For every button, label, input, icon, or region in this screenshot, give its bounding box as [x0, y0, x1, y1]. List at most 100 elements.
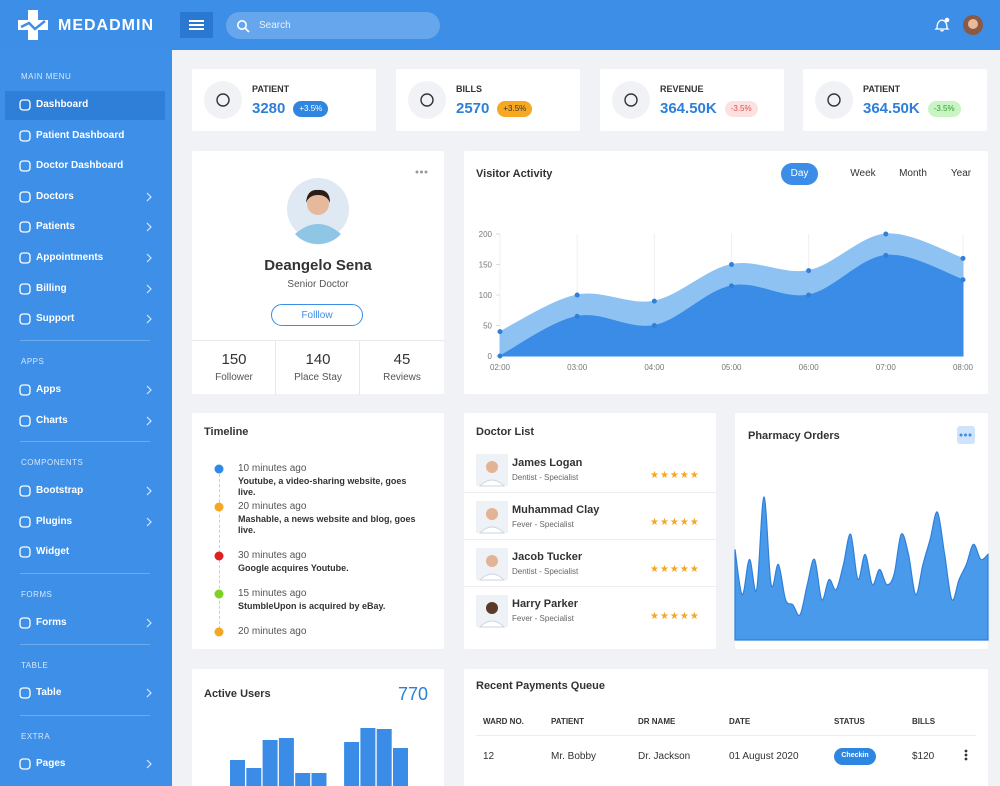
menu-item[interactable]: Patients — [5, 213, 165, 242]
section-title: COMPONENTS — [21, 458, 84, 467]
avatar-coat — [478, 479, 506, 487]
icon-shape — [19, 282, 31, 295]
x-tick-label: 04:00 — [644, 363, 665, 372]
chevron — [146, 759, 152, 769]
menu-label: Doctor Dashboard — [36, 160, 124, 172]
icon-shape — [19, 252, 31, 264]
menu-item[interactable]: Dashboard — [5, 91, 165, 120]
menu-icon — [19, 758, 31, 770]
tab[interactable]: Day — [781, 163, 818, 185]
status-badge[interactable]: Checkin — [834, 748, 876, 765]
doctor-specialty: Fever - Specialist — [512, 520, 574, 529]
bar — [262, 740, 278, 786]
point — [883, 252, 889, 258]
dot — [964, 433, 967, 437]
tab[interactable]: Week — [850, 168, 876, 179]
chevron-path — [146, 688, 152, 698]
menu-item[interactable]: Pages — [5, 750, 165, 779]
icon-glyph — [420, 93, 434, 107]
menu-icon — [19, 617, 31, 629]
menu-item[interactable]: Forms — [5, 609, 165, 638]
doctor-avatar — [476, 501, 508, 534]
dot — [964, 749, 968, 753]
menu-icon — [19, 129, 31, 142]
chevron — [146, 517, 152, 527]
menu-item[interactable]: Charts — [5, 407, 165, 436]
menu-item[interactable]: Apps — [5, 376, 165, 405]
profile-name: Deangelo Sena — [264, 257, 372, 274]
chevron-path — [146, 759, 152, 769]
menu-item[interactable]: Appointments — [5, 244, 165, 273]
doctor-card: Doctor List James Logan Dentist - Speciali… — [464, 413, 716, 649]
menu-line — [189, 20, 204, 22]
avatar-hair — [306, 189, 330, 203]
icon-shape — [19, 515, 31, 528]
dot — [214, 464, 224, 474]
point — [497, 353, 503, 359]
chevron-path — [146, 253, 152, 263]
chevron — [146, 253, 152, 263]
bar — [295, 773, 311, 786]
doctor-specialty: Fever - Specialist — [512, 614, 574, 623]
x-tick-label: 08:00 — [953, 363, 974, 372]
more-icon — [959, 433, 972, 437]
menu-item[interactable]: Patient Dashboard — [5, 122, 165, 151]
chevron — [146, 192, 152, 202]
stat-value: 2570 — [456, 100, 490, 117]
timeline-rail — [219, 469, 220, 634]
menu-item[interactable]: Widget — [5, 538, 165, 567]
menu-item[interactable]: Table — [5, 679, 165, 708]
point — [960, 277, 966, 283]
timeline-card: Timeline 10 minutes ago Youtube, a video-s… — [192, 413, 444, 649]
more-icon — [964, 749, 968, 761]
section-title: EXTRA — [21, 732, 51, 741]
more-button[interactable] — [957, 426, 975, 444]
menu-icon — [19, 252, 31, 264]
icon-glyph — [216, 93, 230, 107]
timeline-dot — [214, 551, 224, 561]
menu-item[interactable]: Bootstrap — [5, 477, 165, 506]
stat-icon — [408, 81, 446, 119]
point — [883, 231, 889, 237]
doctor-name: Jacob Tucker — [512, 551, 583, 563]
cell: Mr. Bobby — [551, 751, 597, 762]
menu-item[interactable]: Doctor Dashboard — [5, 152, 165, 181]
stat-card: PATIENT 364.50K -3.5% — [803, 69, 987, 131]
point — [651, 323, 657, 328]
icon-shape — [19, 617, 31, 629]
menu-label: Patient Dashboard — [36, 129, 125, 141]
menu-icon — [19, 546, 31, 558]
tab[interactable]: Year — [950, 168, 972, 179]
stat-card: BILLS 2570 +3.5% — [396, 69, 580, 131]
point — [729, 283, 734, 289]
avatar-face — [486, 602, 498, 614]
menu-label: Billing — [36, 282, 67, 294]
point — [574, 313, 580, 319]
follow-button[interactable]: Folllow — [271, 304, 363, 326]
stat-card: REVENUE 364.50K -3.5% — [600, 69, 784, 131]
chevron-path — [146, 284, 152, 294]
menu-label: Table — [36, 687, 62, 698]
payments-card: Recent Payments Queue WARD NO. PATIENT DR N… — [464, 669, 988, 786]
doctor-avatar — [476, 595, 508, 628]
search-box[interactable]: Search — [226, 12, 440, 39]
bar — [278, 738, 294, 786]
menu-item[interactable]: Billing — [5, 275, 165, 304]
profile-stat-label: Place Stay — [294, 372, 342, 383]
column-header: STATUS — [834, 717, 865, 726]
icon-shape — [19, 414, 31, 427]
menu-line — [189, 28, 204, 30]
menu-item[interactable]: Support — [5, 305, 165, 334]
chevron-path — [146, 314, 152, 324]
chevron-path — [146, 385, 152, 395]
menu-icon — [19, 282, 31, 295]
profile-stat-value: 140 — [305, 351, 331, 368]
menu-button[interactable] — [180, 12, 213, 38]
bar — [393, 748, 408, 786]
tab[interactable]: Month — [899, 168, 927, 179]
menu-item[interactable]: Plugins — [5, 508, 165, 537]
header-divider — [476, 735, 976, 736]
menu-label: Plugins — [36, 515, 73, 527]
timeline-text: StumbleUpon is acquired by eBay. — [238, 601, 386, 611]
menu-item[interactable]: Doctors — [5, 183, 165, 212]
